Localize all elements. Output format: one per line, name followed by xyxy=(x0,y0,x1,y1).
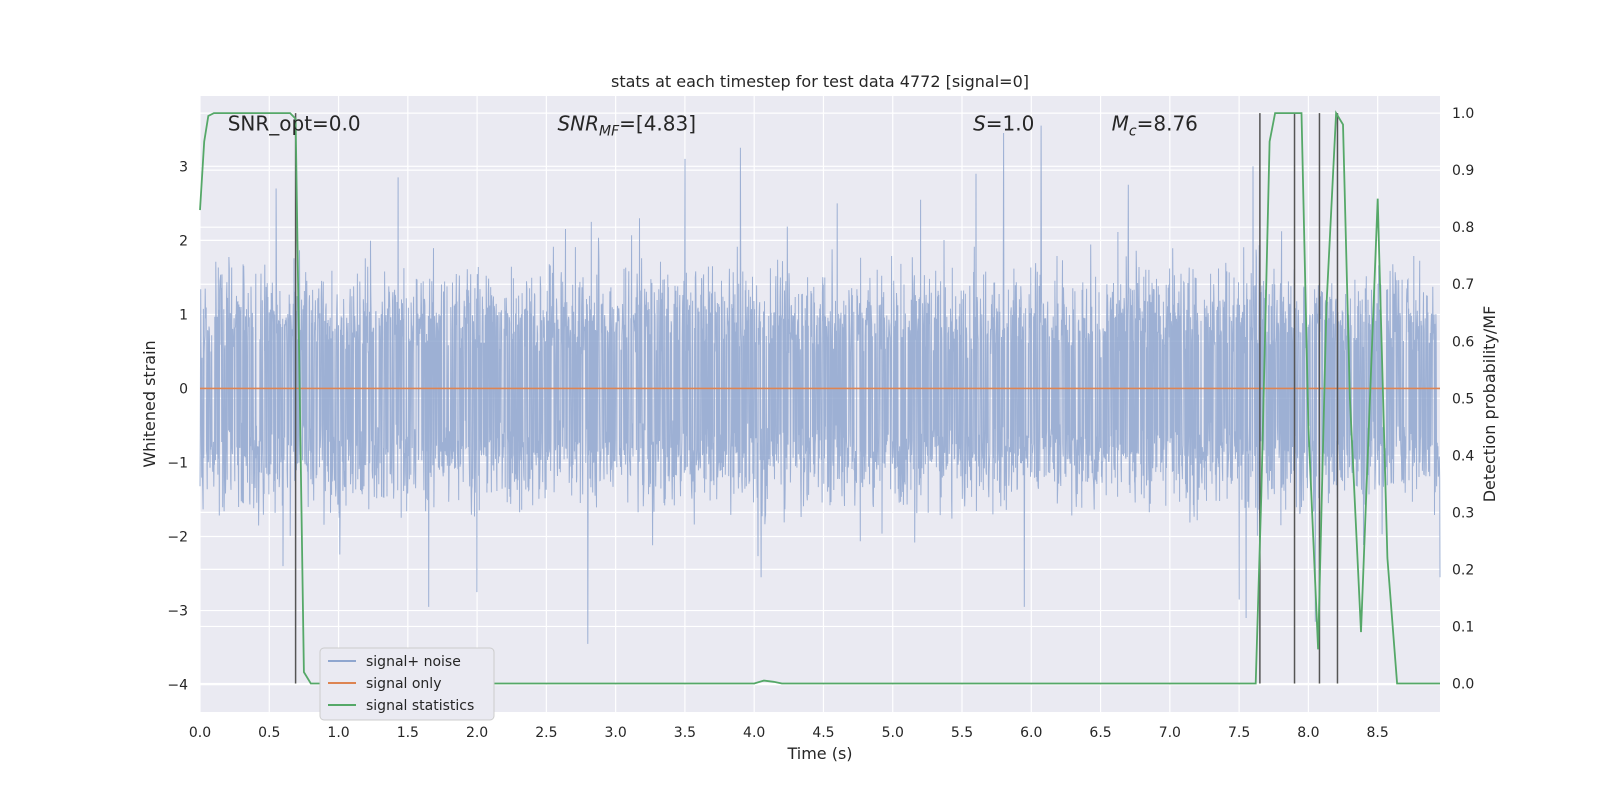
y-tick-label: −1 xyxy=(167,455,188,471)
signal-noise-line xyxy=(199,125,1441,644)
y-tick-label: 3 xyxy=(179,159,188,175)
x-axis-label: Time (s) xyxy=(786,744,852,763)
y2-tick-label: 0.6 xyxy=(1452,334,1474,350)
y-tick-label: −2 xyxy=(167,530,188,546)
legend-label-signal-only: signal only xyxy=(366,676,441,692)
x-tick-label: 3.5 xyxy=(674,725,696,741)
x-tick-label: 3.0 xyxy=(605,725,627,741)
signal-statistics-line xyxy=(199,110,1440,685)
annotations: SNR_opt=0.0 SNRMF=[4.83] S=1.0 Mc=8.76 xyxy=(228,112,1198,140)
y2-tick-label: 0.1 xyxy=(1452,619,1474,635)
annotation: Mc=8.76 xyxy=(1112,112,1198,140)
x-tick-label: 0.5 xyxy=(258,725,280,741)
annotation: SNRMF=[4.83] xyxy=(557,112,696,140)
y2-tick-label: 0.2 xyxy=(1452,562,1474,578)
signal-noise-series xyxy=(199,125,1441,644)
y-tick-label: 1 xyxy=(179,307,188,323)
y2-axis-ticks: 1.0 0.9 0.8 0.7 0.6 0.5 0.4 0.3 0.2 0.1 0.0 xyxy=(1452,106,1474,692)
x-tick-label: 8.0 xyxy=(1297,725,1319,741)
y2-axis-label: Detection probability/MF xyxy=(1480,306,1499,503)
x-tick-label: 5.0 xyxy=(882,725,904,741)
y2-tick-label: 0.3 xyxy=(1452,505,1474,521)
x-tick-label: 2.0 xyxy=(466,725,488,741)
y2-tick-label: 1.0 xyxy=(1452,106,1474,122)
legend-box xyxy=(319,647,495,721)
chart-title: stats at each timestep for test data 477… xyxy=(611,72,1029,91)
x-tick-label: 7.5 xyxy=(1228,725,1250,741)
y2-tick-label: 0.7 xyxy=(1452,277,1474,293)
x-tick-label: 8.5 xyxy=(1367,725,1389,741)
x-tick-label: 7.0 xyxy=(1159,725,1181,741)
signal-statistics-series xyxy=(199,110,1440,685)
y2-tick-label: 0.0 xyxy=(1452,676,1474,692)
annotation: S=1.0 xyxy=(973,112,1034,136)
annotation: SNR_opt=0.0 xyxy=(228,112,361,136)
y2-tick-label: 0.4 xyxy=(1452,448,1474,464)
y-axis-label: Whitened strain xyxy=(140,340,159,467)
y-tick-label: −3 xyxy=(167,604,188,620)
x-tick-label: 5.5 xyxy=(951,725,973,741)
y-tick-label: 2 xyxy=(179,233,188,249)
x-tick-label: 4.0 xyxy=(743,725,765,741)
y2-tick-label: 0.9 xyxy=(1452,163,1474,179)
x-tick-label: 6.0 xyxy=(1020,725,1042,741)
x-tick-label: 1.0 xyxy=(327,725,349,741)
y2-tick-label: 0.5 xyxy=(1452,391,1474,407)
y-tick-label: 0 xyxy=(179,381,188,397)
x-tick-label: 2.5 xyxy=(535,725,557,741)
legend-label-signal-statistics: signal statistics xyxy=(366,698,474,714)
y-tick-label: −4 xyxy=(167,678,188,694)
y2-tick-label: 0.8 xyxy=(1452,220,1474,236)
x-tick-label: 1.5 xyxy=(397,725,419,741)
x-tick-label: 0.0 xyxy=(189,725,211,741)
legend-label-signal-noise: signal+ noise xyxy=(366,654,461,670)
x-tick-label: 4.5 xyxy=(812,725,834,741)
x-tick-label: 6.5 xyxy=(1089,725,1111,741)
y-axis-ticks: 3 2 1 0 −1 −2 −3 −4 xyxy=(167,159,188,693)
legend: signal+ noise signal only signal statist… xyxy=(319,647,495,721)
x-axis-ticks: 0.0 0.5 1.0 1.5 2.0 2.5 3.0 3.5 4.0 4.5 5.0 5.5 6.0 6… xyxy=(189,725,1389,741)
